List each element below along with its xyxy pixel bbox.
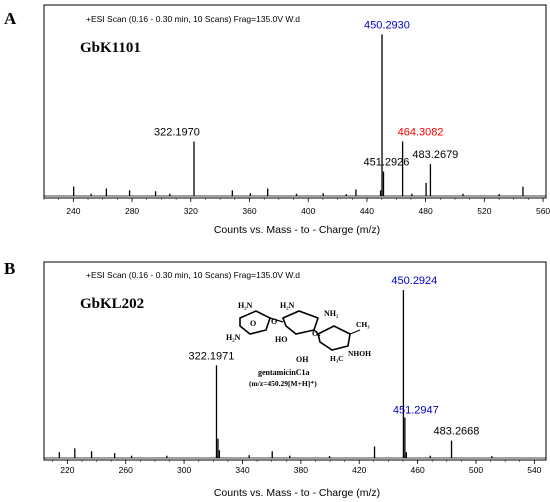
peak-labels-b: 450.2924 451.2947 322.1971 483.2668 (188, 275, 479, 438)
ch3-bond (349, 329, 361, 335)
compound-name: gentamicinC1a (258, 368, 310, 377)
panel-letter-a: A (4, 9, 17, 28)
x-tick-label: 480 (419, 206, 433, 216)
chem-oh: OH (296, 355, 309, 364)
chem-o1: O (250, 319, 256, 328)
plot-frame-b (43, 261, 547, 461)
chem-h2n-mid: H₂N (280, 301, 295, 310)
gentamicin-structure: H₂N O H₂N O H₂N NH₂ HO O CH₃ H₃C NHOH OH… (226, 301, 371, 388)
peak-label: 451.2926 (363, 157, 409, 169)
glycosidic-bond-1 (269, 317, 284, 323)
x-axis-label-a: Counts vs. Mass - to - Charge (m/z) (214, 224, 380, 236)
chem-o2: O (271, 317, 277, 326)
chem-h2n-top: H₂N (238, 301, 253, 310)
x-tick-label: 260 (119, 465, 133, 475)
peak-label: 451.2947 (393, 404, 439, 416)
peaks-b (44, 290, 546, 459)
x-axis-a: 240 280 320 360 400 440 480 520 560 (43, 198, 550, 216)
peak-label: 450.2924 (391, 275, 437, 287)
x-tick-label: 380 (294, 465, 308, 475)
ring-1 (239, 310, 271, 335)
sample-label-a: GbK1101 (80, 40, 141, 56)
panel-b: B +ESI Scan (0.16 - 0.30 min, 10 Scans) … (4, 259, 547, 499)
x-tick-label: 360 (242, 206, 256, 216)
x-tick-label: 340 (235, 465, 249, 475)
x-tick-label: 460 (410, 465, 424, 475)
scan-info-b: +ESI Scan (0.16 - 0.30 min, 10 Scans) Fr… (86, 270, 300, 280)
plot-frame-a (43, 4, 547, 199)
x-tick-label: 560 (536, 206, 550, 216)
scan-info-a: +ESI Scan (0.16 - 0.30 min, 10 Scans) Fr… (86, 14, 300, 24)
x-tick-label: 420 (352, 465, 366, 475)
panel-letter-b: B (4, 259, 15, 278)
chem-nh2: NH₂ (324, 309, 339, 318)
peaks-a (44, 34, 546, 197)
x-tick-label: 540 (527, 465, 541, 475)
chem-h2n-left: H₂N (226, 333, 241, 342)
x-tick-label: 400 (301, 206, 315, 216)
peak-label: 483.2679 (412, 149, 458, 161)
chem-o3: O (312, 329, 318, 338)
x-tick-label: 240 (66, 206, 80, 216)
x-tick-label: 440 (360, 206, 374, 216)
x-tick-label: 220 (60, 465, 74, 475)
x-tick-label: 300 (177, 465, 191, 475)
chem-ho: HO (275, 335, 287, 344)
peak-label: 450.2930 (364, 19, 410, 31)
chem-ch3: CH₃ (356, 320, 370, 329)
peak-label: 483.2668 (434, 426, 480, 438)
peak-label: 322.1970 (154, 126, 200, 138)
peak-label: 464.3082 (398, 126, 444, 138)
sample-label-b: GbKL202 (80, 296, 144, 312)
peak-labels-a: 450.2930 451.2926 464.3082 483.2679 322.1970 (154, 19, 458, 168)
x-tick-label: 320 (184, 206, 198, 216)
x-axis-label-b: Counts vs. Mass - to - Charge (m/z) (214, 487, 380, 499)
compound-formula: (m/z=450.29[M+H]⁺) (249, 379, 317, 388)
x-axis-b: 220 260 300 340 380 420 460 500 540 (52, 460, 542, 475)
chem-h3c: H₃C (330, 354, 344, 363)
x-tick-label: 520 (477, 206, 491, 216)
x-tick-label: 280 (125, 206, 139, 216)
panel-a: A +ESI Scan (0.16 - 0.30 min, 10 Scans) … (4, 4, 550, 236)
x-tick-label: 500 (469, 465, 483, 475)
glycosidic-bond-2 (313, 329, 321, 337)
peak-label: 322.1971 (188, 350, 234, 362)
chem-nhoh: NHOH (348, 349, 371, 358)
ring-3 (317, 325, 351, 351)
